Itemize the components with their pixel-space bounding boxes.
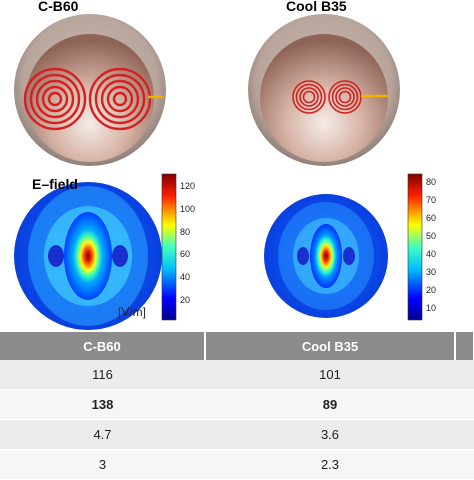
- table-header-cell: [455, 332, 474, 360]
- table-header-row: C-B60 Cool B35: [0, 332, 474, 360]
- table-cell: [455, 419, 474, 450]
- colorbar-tick-label: 80: [426, 177, 437, 187]
- figure-area: C-B60 Cool B35 E–field [V/m] 120 100 80 60 4…: [14, 0, 437, 330]
- left-panel-title: C-B60: [38, 0, 79, 14]
- right-efield-minimum-right: [343, 247, 355, 265]
- table-cell: 3: [0, 449, 205, 480]
- table-row: 138 89: [0, 389, 474, 420]
- table-cell: [455, 389, 474, 420]
- table-cell: 4.7: [0, 419, 205, 450]
- left-efield-hotspot: [64, 212, 112, 300]
- table-cell: 138: [0, 389, 205, 420]
- table-cell: 2.3: [205, 449, 455, 480]
- coil-and-efield-figure: [14, 14, 423, 330]
- table-cell: [455, 360, 474, 390]
- efield-unit-label: [V/m]: [118, 305, 147, 319]
- left-figure8-coil: [23, 67, 152, 131]
- table-row: 4.7 3.6: [0, 419, 474, 450]
- table-cell: 89: [205, 389, 455, 420]
- left-colorbar: [161, 173, 177, 321]
- left-efield-map: [14, 182, 162, 330]
- table-cell: 3.6: [205, 419, 455, 450]
- table-cell: [455, 449, 474, 480]
- table-row: 3 2.3: [0, 449, 474, 480]
- comparison-table: C-B60 Cool B35 116 101 138 89 4.7 3.6 3 …: [0, 332, 474, 480]
- colorbar-tick-label: 120: [180, 181, 196, 191]
- right-efield-map: [264, 194, 388, 318]
- colorbar-tick-label: 20: [426, 285, 437, 295]
- table-cell: 116: [0, 360, 205, 390]
- left-efield-minimum-right: [112, 245, 128, 267]
- colorbar-tick-label: 60: [180, 249, 191, 260]
- colorbar-tick-label: 60: [426, 213, 437, 223]
- colorbar-tick-label: 40: [180, 272, 191, 283]
- right-colorbar: [407, 173, 423, 321]
- table-header-cell: C-B60: [0, 332, 206, 360]
- right-figure8-coil: [292, 80, 362, 114]
- right-efield-minimum-left: [297, 247, 309, 265]
- colorbar-tick-label: 50: [426, 231, 437, 241]
- right-brain-sphere: [260, 34, 388, 162]
- left-head-model: [14, 14, 166, 166]
- table-cell: 101: [205, 360, 455, 390]
- colorbar-tick-label: 40: [426, 249, 437, 259]
- table-row: 116 101: [0, 360, 474, 390]
- colorbar-tick-label: 80: [180, 226, 191, 237]
- colorbar-tick-label: 100: [180, 203, 196, 214]
- right-panel-title: Cool B35: [286, 0, 347, 14]
- efield-label: E–field: [32, 176, 78, 192]
- colorbar-tick-label: 20: [180, 295, 191, 305]
- colorbar-tick-label: 70: [426, 195, 437, 205]
- right-efield-hotspot: [310, 224, 342, 288]
- table-header-cell: Cool B35: [205, 332, 456, 360]
- right-head-model: [248, 14, 400, 166]
- left-efield-minimum-left: [48, 245, 64, 267]
- colorbar-tick-label: 30: [426, 267, 437, 277]
- colorbar-tick-label: 10: [426, 303, 437, 313]
